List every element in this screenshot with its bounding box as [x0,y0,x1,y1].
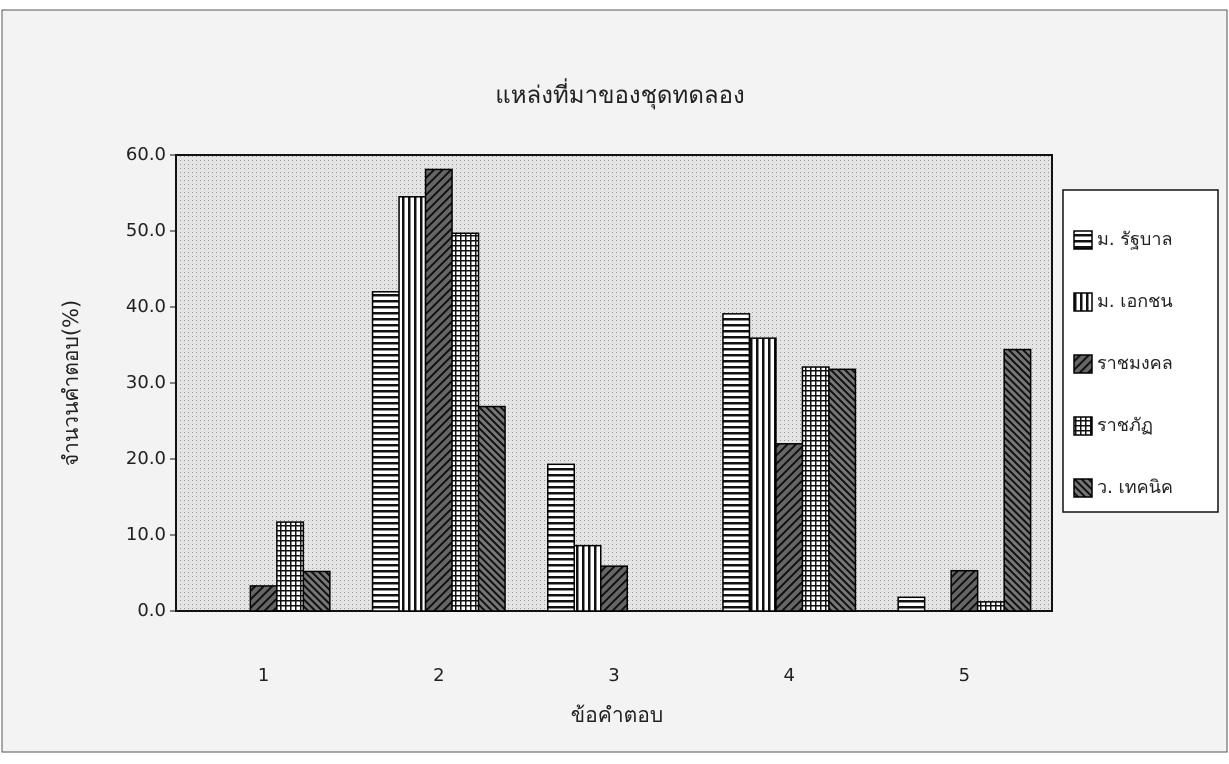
x-tick-label: 2 [433,665,444,686]
bar [976,601,1005,612]
bar [398,196,427,612]
legend-swatch [1073,230,1093,250]
bar [828,368,857,612]
legend-swatch [1073,292,1093,312]
bar [547,463,575,612]
bar [748,337,777,612]
y-tick-label: 0.0 [137,600,166,621]
legend-swatch [1073,416,1093,436]
bar [801,366,830,612]
bar [897,596,926,612]
legend-swatch [1073,354,1093,374]
y-tick-label: 40.0 [126,296,166,317]
legend-label: ม. รัฐบาล [1097,229,1172,250]
bar [950,569,979,612]
legend-swatch [1073,478,1093,498]
y-axis-label: จำนวนคำตอบ(%) [59,300,83,466]
bar [722,313,751,612]
bar [477,405,506,612]
plot-area [175,154,1053,612]
bar [276,521,305,612]
x-tick-label: 3 [608,665,619,686]
legend-label: ว. เทคนิค [1097,477,1173,498]
bar [451,232,480,612]
bar [371,291,400,612]
chart-title: แหล่งที่มาของชุดทดลอง [495,78,745,110]
legend-label: ม. เอกชน [1097,291,1173,312]
legend-label: ราชภัฏ [1097,415,1153,436]
bar [775,443,804,612]
legend-label: ราชมงคล [1097,353,1173,374]
bar [600,565,628,612]
y-tick-label: 60.0 [126,144,166,165]
x-axis-label: ข้อคำตอบ [571,703,663,727]
bar [302,570,331,612]
y-tick-label: 30.0 [126,372,166,393]
y-tick-label: 20.0 [126,448,166,469]
bar [573,544,602,612]
x-tick-label: 5 [959,665,970,686]
x-tick-label: 1 [258,665,269,686]
bar [424,168,453,612]
bar [1003,348,1032,612]
y-tick-label: 10.0 [126,524,166,545]
bar [249,585,278,612]
x-tick-label: 4 [783,665,794,686]
y-tick-label: 50.0 [126,220,166,241]
